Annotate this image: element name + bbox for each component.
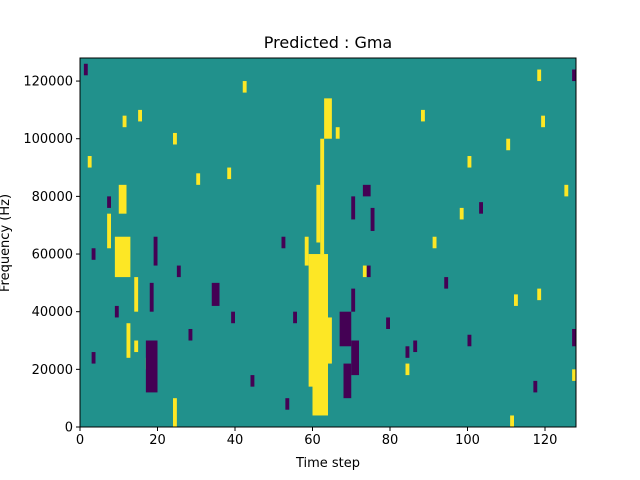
heatmap-cell-high [467, 156, 472, 168]
heatmap-cell-low [145, 340, 158, 393]
heatmap-cell-low [231, 311, 235, 324]
heatmap-cell-high [308, 254, 313, 387]
heatmap-cell-high [537, 288, 542, 301]
y-tick-label: 40000 [32, 305, 73, 320]
heatmap-cell-high [173, 398, 177, 427]
heatmap-cell-low [188, 328, 193, 341]
heatmap-cell-high [312, 254, 328, 416]
x-tick-label: 40 [227, 433, 244, 448]
y-tick-label: 120000 [23, 75, 73, 90]
heatmap-cell-high [541, 115, 545, 128]
heatmap-cell-low [351, 340, 359, 376]
x-axis-label: Time step [295, 456, 360, 471]
heatmap-cell-low [293, 311, 297, 324]
heatmap-cell-low [366, 265, 371, 278]
plot-area [80, 58, 576, 427]
heatmap-cell-low [479, 202, 483, 214]
heatmap-cell-high [138, 109, 142, 122]
y-tick-label: 20000 [32, 363, 73, 378]
heatmap-cell-low [572, 328, 576, 347]
heatmap-cell-high [362, 265, 367, 278]
heatmap-cell-high [242, 81, 247, 93]
heatmap-cell-high [459, 207, 464, 220]
chart-title: Predicted : Gma [264, 33, 392, 52]
x-tick-label: 100 [455, 433, 480, 448]
y-tick-label: 100000 [23, 132, 73, 147]
heatmap-cell-high [196, 173, 201, 185]
heatmap-cell-low [153, 236, 158, 266]
plot-frame [79, 57, 577, 428]
heatmap-cell-high [134, 277, 139, 312]
heatmap-cell-high [405, 363, 410, 376]
x-tick-label: 0 [76, 433, 84, 448]
heatmap-cell-low [572, 69, 576, 82]
heatmap-cell-high [173, 132, 177, 145]
heatmap-cell-high [432, 236, 437, 249]
heatmap-cell-low [444, 277, 449, 289]
heatmap-cell-low [467, 334, 472, 347]
heatmap-cell-low [285, 398, 290, 410]
y-axis-label: Frequency (Hz) [0, 194, 13, 292]
heatmap-cell-low [83, 63, 88, 76]
heatmap-cell-low [533, 380, 538, 393]
heatmap-cell-high [87, 156, 92, 168]
heatmap-cell-high [126, 323, 131, 358]
heatmap-cell-low [343, 363, 352, 399]
heatmap-cell-low [107, 196, 111, 208]
y-tick-label: 80000 [32, 190, 73, 205]
heatmap-cell-high [572, 369, 576, 381]
heatmap-cell-low [91, 352, 96, 364]
heatmap-cell-low [91, 248, 96, 260]
heatmap-cell-low [351, 196, 356, 220]
heatmap-cell-high [537, 69, 542, 82]
y-tick-label: 60000 [32, 248, 73, 263]
heatmap-cell-low [250, 375, 255, 387]
heatmap-cell-high [514, 294, 518, 306]
heatmap-cell-high [316, 184, 321, 243]
y-tick-label: 0 [65, 421, 73, 436]
heatmap-cell-high [328, 317, 332, 364]
heatmap-cell-high [227, 167, 232, 180]
heatmap-cell-high [320, 138, 325, 255]
heatmap-cell-high [304, 236, 309, 266]
heatmap-cell-low [351, 288, 356, 312]
heatmap-cell-high [324, 98, 332, 139]
heatmap-cell-high [134, 340, 139, 353]
heatmap-cell-low [176, 265, 181, 278]
heatmap-cell-low [413, 340, 418, 353]
heatmap-cell-low [405, 346, 410, 358]
heatmap-cell-low [149, 282, 154, 312]
x-tick-label: 80 [382, 433, 399, 448]
heatmap-cell-high [335, 127, 340, 139]
heatmap-cell-low [114, 305, 119, 318]
heatmap-cell-high [506, 138, 511, 151]
heatmap-cell-low [386, 317, 390, 329]
heatmap-cell-low [362, 184, 371, 197]
x-tick-label: 20 [149, 433, 166, 448]
heatmap-cell-low [370, 207, 375, 231]
heatmap-cell-high [118, 184, 127, 214]
heatmap-cell-low [211, 282, 220, 306]
heatmap-cell-high [564, 184, 569, 197]
axes: 0 20 40 60 80 100 120 0 20000 40000 60000 80000 1000… [23, 57, 577, 448]
heatmap-cell-high [107, 213, 111, 249]
heatmap-cell-high [510, 415, 514, 427]
heatmap-cell-high [114, 236, 131, 278]
heatmap-cell-high [421, 109, 425, 122]
x-tick-label: 60 [304, 433, 321, 448]
heatmap-cell-low [339, 311, 352, 347]
heatmap-cell-high [122, 115, 127, 128]
heatmap-cell-low [281, 236, 286, 249]
x-tick-label: 120 [533, 433, 558, 448]
